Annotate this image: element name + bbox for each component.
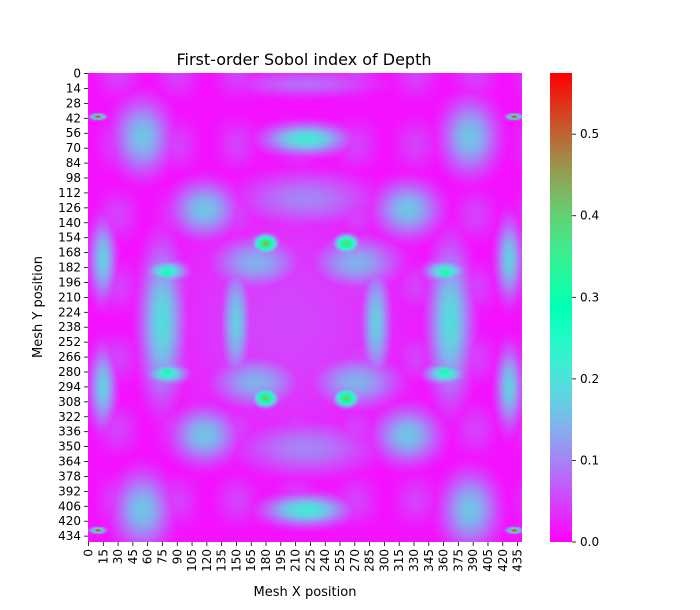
y-tick-label: 434 <box>58 529 81 543</box>
y-tick-label: 322 <box>58 410 81 424</box>
x-tick-label: 90 <box>170 549 184 564</box>
y-tick-label: 154 <box>58 231 81 245</box>
y-axis-label: Mesh Y position <box>31 256 46 358</box>
x-tick-label: 165 <box>244 549 258 572</box>
y-tick-label: 308 <box>58 395 81 409</box>
colorbar-tick-label: 0.5 <box>580 127 599 141</box>
y-tick-label: 350 <box>58 440 81 454</box>
x-tick-label: 180 <box>259 549 273 572</box>
y-tick-label: 42 <box>66 111 81 125</box>
x-tick-label: 195 <box>274 549 288 572</box>
x-tick-label: 360 <box>437 549 451 572</box>
y-tick-label: 70 <box>66 141 81 155</box>
x-tick-label: 300 <box>377 549 391 572</box>
y-tick-label: 392 <box>58 484 81 498</box>
colorbar-tick-label: 0.2 <box>580 372 599 386</box>
y-tick-label: 266 <box>58 350 81 364</box>
x-tick-label: 15 <box>96 549 110 564</box>
y-tick-label: 210 <box>58 290 81 304</box>
y-tick-label: 112 <box>58 186 81 200</box>
y-tick-label: 224 <box>58 305 81 319</box>
y-tick-label: 140 <box>58 216 81 230</box>
y-tick-label: 196 <box>58 275 81 289</box>
x-tick-label: 255 <box>333 549 347 572</box>
y-tick-label: 406 <box>58 499 81 513</box>
y-tick-label: 28 <box>66 96 81 110</box>
x-tick-label: 120 <box>200 549 214 572</box>
x-axis-label: Mesh X position <box>254 585 357 600</box>
x-axis-ticks: 0 15 30 45 60 75 90 105 120 135 150 165 180 195 210 225… <box>81 542 525 572</box>
y-tick-label: 294 <box>58 380 81 394</box>
x-tick-label: 390 <box>466 549 480 572</box>
colorbar: 0.0 0.1 0.2 0.3 0.4 0.5 <box>550 73 599 549</box>
y-tick-label: 84 <box>66 156 81 170</box>
y-tick-label: 182 <box>58 261 81 275</box>
x-tick-label: 135 <box>215 549 229 572</box>
colorbar-tick-label: 0.0 <box>580 535 599 549</box>
colorbar-tick-label: 0.4 <box>580 209 599 223</box>
chart-title: First-order Sobol index of Depth <box>176 50 431 69</box>
heatmap-plot-area <box>88 73 522 542</box>
y-tick-label: 364 <box>58 455 81 469</box>
y-tick-label: 336 <box>58 425 81 439</box>
y-tick-label: 168 <box>58 246 81 260</box>
x-tick-label: 60 <box>141 549 155 564</box>
y-tick-label: 14 <box>66 81 81 95</box>
x-tick-label: 210 <box>289 549 303 572</box>
y-tick-label: 0 <box>73 67 81 81</box>
y-tick-label: 98 <box>66 171 81 185</box>
y-axis-ticks: 0142842567084981121261401541681821962102… <box>58 67 88 543</box>
heatmap-image <box>88 73 522 542</box>
x-tick-label: 285 <box>363 549 377 572</box>
x-tick-label: 30 <box>111 549 125 564</box>
x-tick-label: 45 <box>126 549 140 564</box>
x-tick-label: 315 <box>392 549 406 572</box>
x-tick-label: 270 <box>348 549 362 572</box>
x-tick-label: 225 <box>303 549 317 572</box>
x-tick-label: 435 <box>511 549 525 572</box>
y-tick-label: 420 <box>58 514 81 528</box>
x-tick-label: 405 <box>481 549 495 572</box>
y-tick-label: 238 <box>58 320 81 334</box>
colorbar-tick-label: 0.3 <box>580 290 599 304</box>
x-tick-label: 330 <box>407 549 421 572</box>
colorbar-tick-label: 0.1 <box>580 453 599 467</box>
x-tick-label: 0 <box>81 549 95 557</box>
x-tick-label: 105 <box>185 549 199 572</box>
y-tick-label: 252 <box>58 335 81 349</box>
colorbar-gradient <box>550 73 572 542</box>
y-tick-label: 126 <box>58 201 81 215</box>
y-tick-label: 56 <box>66 126 81 140</box>
colorbar-ticks: 0.0 0.1 0.2 0.3 0.4 0.5 <box>572 127 599 549</box>
y-tick-label: 280 <box>58 365 81 379</box>
y-tick-label: 378 <box>58 469 81 483</box>
x-tick-label: 240 <box>318 549 332 572</box>
x-tick-label: 75 <box>155 549 169 564</box>
x-tick-label: 150 <box>229 549 243 572</box>
x-tick-label: 375 <box>451 549 465 572</box>
x-tick-label: 345 <box>422 549 436 572</box>
x-tick-label: 420 <box>496 549 510 572</box>
